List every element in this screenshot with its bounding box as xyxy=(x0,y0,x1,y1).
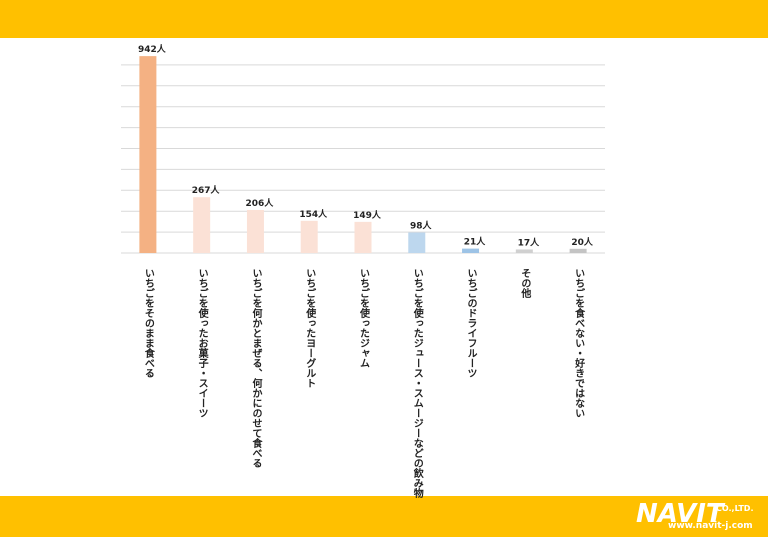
value-label: 942人 xyxy=(138,43,167,55)
bar xyxy=(462,248,480,253)
x-tick-label: いちごを使ったジャム xyxy=(358,268,371,368)
value-label: 21人 xyxy=(464,236,487,248)
x-tick-label: いちごを使ったお菓子・スイーツ xyxy=(196,268,209,418)
bar xyxy=(139,56,157,253)
x-tick-label: いちごのドライフルーツ xyxy=(465,268,477,378)
logo-suffix: CO.,LTD. xyxy=(716,504,753,513)
bar xyxy=(354,221,372,253)
logo-url: www.navit-j.com xyxy=(668,521,753,531)
bar xyxy=(515,249,533,253)
x-tick-label: その他 xyxy=(519,268,532,299)
value-label: 267人 xyxy=(192,184,221,196)
bar xyxy=(246,209,264,253)
x-tick-label: いちごをそのまま食べる xyxy=(142,268,155,378)
logo-name: NAVIT xyxy=(636,499,726,529)
footer-band xyxy=(0,496,768,537)
bar xyxy=(193,197,211,253)
value-label: 98人 xyxy=(410,220,433,232)
bar xyxy=(408,232,426,253)
value-label: 149人 xyxy=(353,209,382,221)
bar xyxy=(569,248,587,253)
value-label: 206人 xyxy=(246,197,275,209)
value-label: 20人 xyxy=(571,236,594,248)
x-tick-label: いちごを何かとまぜる、何かにのせて食べる xyxy=(250,268,263,468)
value-label: 17人 xyxy=(518,236,541,248)
header-band xyxy=(0,0,768,38)
x-tick-label: いちごを使ったジュース・スムージーなどの飲み物 xyxy=(411,268,424,499)
bar xyxy=(300,220,318,253)
x-tick-label: いちごを使ったヨーグルト xyxy=(304,268,317,388)
value-label: 154人 xyxy=(299,208,328,220)
x-tick-label: いちごを食べない・好きではない xyxy=(573,268,586,418)
